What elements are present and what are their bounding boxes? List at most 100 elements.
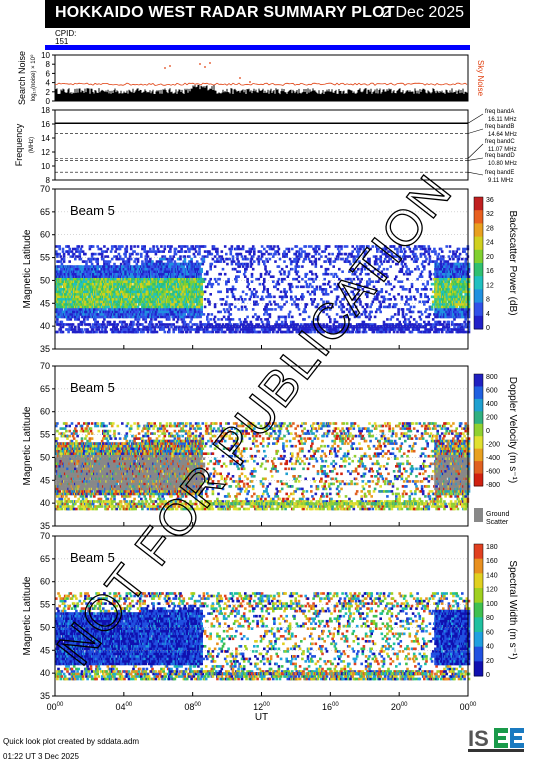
scatter-cell [225, 282, 228, 286]
scatter-cell [62, 260, 66, 263]
scatter-cell [189, 275, 192, 278]
scatter-cell [260, 252, 264, 256]
scatter-cell [352, 303, 356, 306]
scatter-cell [128, 252, 132, 256]
scatter-cell [359, 303, 362, 306]
scatter-cell [124, 252, 127, 256]
scatter-cell [302, 310, 305, 314]
scatter-cell [203, 290, 207, 294]
scatter-cell [77, 325, 80, 329]
noise-tick-label: 6 [46, 69, 51, 78]
scatter-cell [311, 277, 314, 281]
scatter-cell [256, 318, 259, 321]
scatter-cell [94, 288, 97, 291]
scatter-cell [61, 267, 65, 271]
scatter-cell [57, 260, 60, 263]
scatter-cell [373, 298, 377, 301]
scatter-cell [322, 288, 325, 291]
scatter-cell [77, 250, 80, 253]
scatter-cell [138, 300, 142, 304]
scatter-cell [369, 305, 372, 309]
scatter-cell [372, 255, 376, 258]
scatter-cell [372, 285, 376, 289]
scatter-cell [94, 323, 97, 326]
scatter-cell [295, 245, 299, 248]
scatter-cell [323, 305, 326, 309]
scatter-cell [311, 290, 314, 294]
scatter-cell [325, 308, 329, 311]
scatter-cell [253, 288, 256, 291]
scatter-cell [156, 282, 160, 286]
scatter-cell [181, 295, 184, 299]
scatter-cell [149, 250, 152, 253]
scatter-cell [211, 330, 215, 334]
scatter-cell [267, 272, 271, 276]
scatter-cell [157, 267, 161, 271]
scatter-cell [323, 277, 326, 281]
scatter-cell [326, 272, 330, 276]
scatter-cell [195, 323, 199, 326]
scatter-cell [230, 290, 234, 294]
scatter-cell [68, 247, 71, 251]
scatter-cell [83, 260, 86, 263]
scatter-cell [114, 328, 117, 331]
scatter-cell [200, 305, 203, 309]
scatter-cell [151, 293, 154, 296]
scatter-cell [378, 300, 381, 304]
scatter-cell [379, 257, 382, 261]
scatter-cell [293, 323, 296, 326]
scatter-cell [104, 308, 107, 311]
scatter-cell [72, 310, 76, 314]
scatter-cell [239, 320, 243, 324]
scatter-cell [385, 247, 388, 251]
scatter-cell [125, 295, 129, 299]
scatter-cell [300, 247, 303, 251]
scatter-cell [117, 310, 121, 314]
scatter-cell [202, 328, 206, 331]
sky-noise-outlier [249, 81, 251, 83]
scatter-cell [316, 303, 320, 306]
scatter-cell [367, 272, 370, 276]
scatter-cell [368, 257, 371, 261]
scatter-cell [202, 330, 206, 334]
scatter-cell [199, 262, 202, 266]
scatter-cell [229, 252, 233, 256]
scatter-cell [133, 313, 136, 316]
scatter-cell [154, 310, 158, 314]
scatter-cell [236, 257, 239, 261]
scatter-cell [187, 288, 190, 291]
scatter-cell [351, 250, 354, 253]
scatter-cell [277, 318, 281, 321]
scatter-cell [153, 325, 156, 329]
scatter-cell [238, 262, 241, 266]
scatter-cell [366, 285, 369, 289]
scatter-cell [306, 290, 310, 294]
scatter-cell [324, 260, 328, 263]
scatter-cell [319, 323, 322, 326]
scatter-cell [213, 277, 217, 281]
scatter-cell [61, 250, 65, 253]
scatter-cell [263, 247, 266, 251]
scatter-cell [56, 295, 59, 299]
scatter-cell [143, 247, 146, 251]
scatter-cell [102, 320, 105, 324]
scatter-cell [244, 275, 247, 278]
scatter-cell [80, 245, 84, 248]
scatter-cell [180, 318, 183, 321]
scatter-cell [97, 295, 101, 299]
scatter-cell [376, 308, 379, 311]
scatter-cell [129, 320, 133, 324]
scatter-cell [253, 295, 256, 299]
scatter-cell [228, 303, 231, 306]
scatter-cell [231, 285, 235, 289]
scatter-cell [90, 310, 94, 314]
scatter-cell [159, 257, 162, 261]
scatter-cell [312, 255, 315, 258]
scatter-cell [248, 330, 252, 334]
scatter-cell [241, 330, 245, 334]
scatter-cell [136, 320, 140, 324]
scatter-cell [124, 298, 127, 301]
scatter-cell [162, 328, 165, 331]
scatter-cell [197, 330, 200, 334]
